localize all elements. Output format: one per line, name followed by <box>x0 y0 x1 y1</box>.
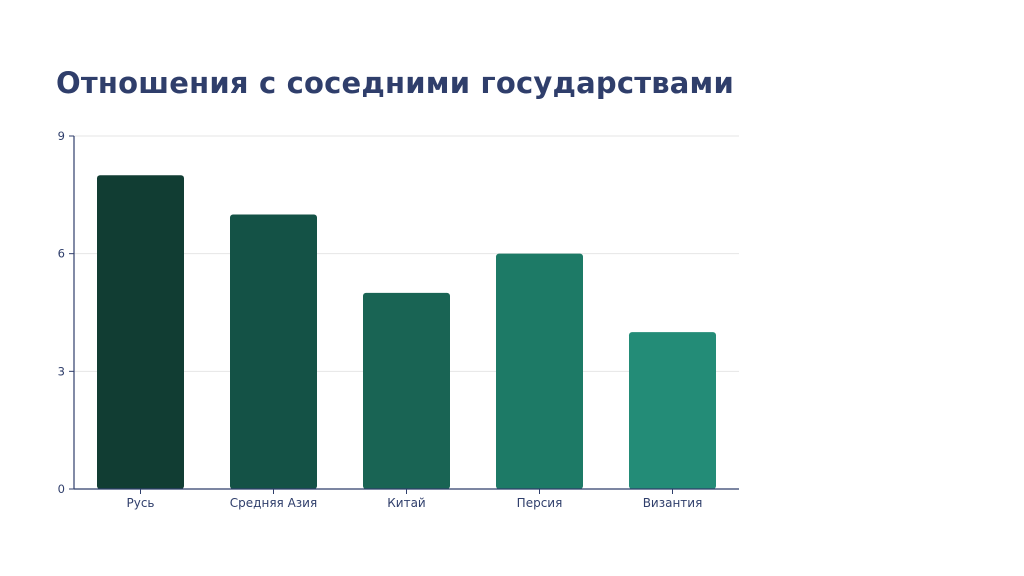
bar-5 <box>629 332 716 489</box>
x-tick-label: Русь <box>126 496 154 510</box>
y-tick-label: 6 <box>58 247 65 261</box>
bar-2 <box>230 214 317 489</box>
x-tick-label: Византия <box>643 496 703 510</box>
bar-3 <box>363 292 450 489</box>
y-tick-label: 0 <box>58 482 65 496</box>
y-tick-label: 9 <box>58 129 65 143</box>
x-tick-label: Персия <box>517 496 563 510</box>
x-tick-label: Китай <box>387 496 425 510</box>
y-axis: 0 3 6 9 <box>58 129 75 496</box>
y-tick-label: 3 <box>58 364 65 378</box>
x-axis: Русь Средняя Азия Китай Персия Византия <box>74 488 739 510</box>
bars <box>97 175 716 489</box>
slide-title: Отношения с соседними государствами <box>56 66 734 100</box>
bar-4 <box>496 253 583 489</box>
x-tick-label: Средняя Азия <box>230 496 317 510</box>
bar-1 <box>97 175 184 489</box>
